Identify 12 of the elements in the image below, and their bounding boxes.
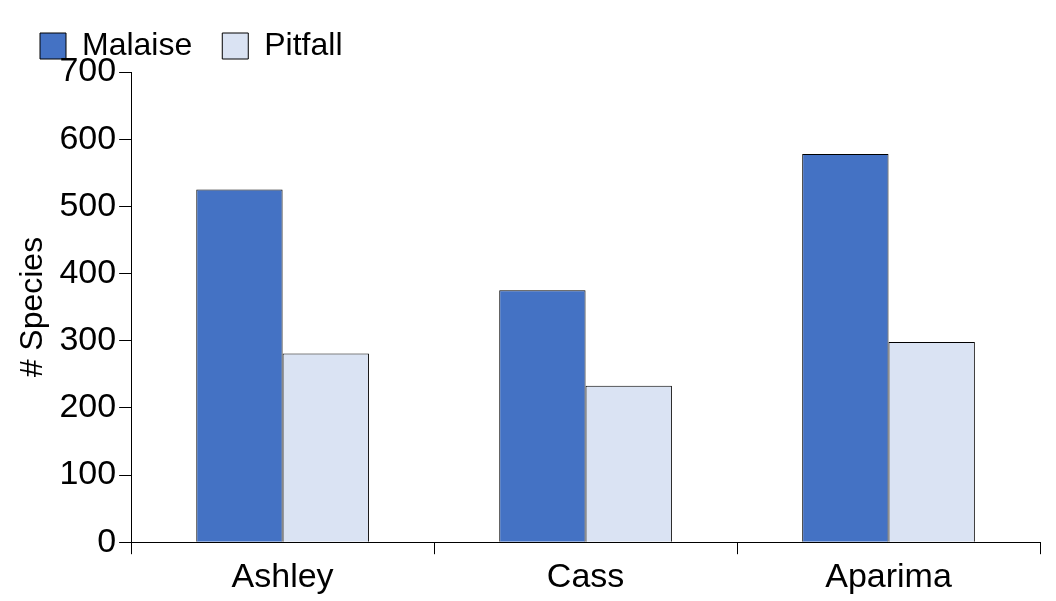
y-tick-label: 500 [59,184,117,223]
y-tick-label: 0 [97,520,117,559]
x-tick-label: Aparima [825,555,952,594]
y-tick-label: 400 [59,251,117,290]
y-tick-label: 600 [59,117,117,156]
legend-label: Pitfall [264,25,343,62]
x-tick-label: Ashley [231,555,334,594]
y-tick-label: 300 [59,319,117,358]
y-axis-title: # Species [13,236,50,378]
y-tick-label: 200 [59,386,117,425]
y-tick-label: 100 [59,453,117,492]
x-tick-label: Cass [546,555,625,594]
